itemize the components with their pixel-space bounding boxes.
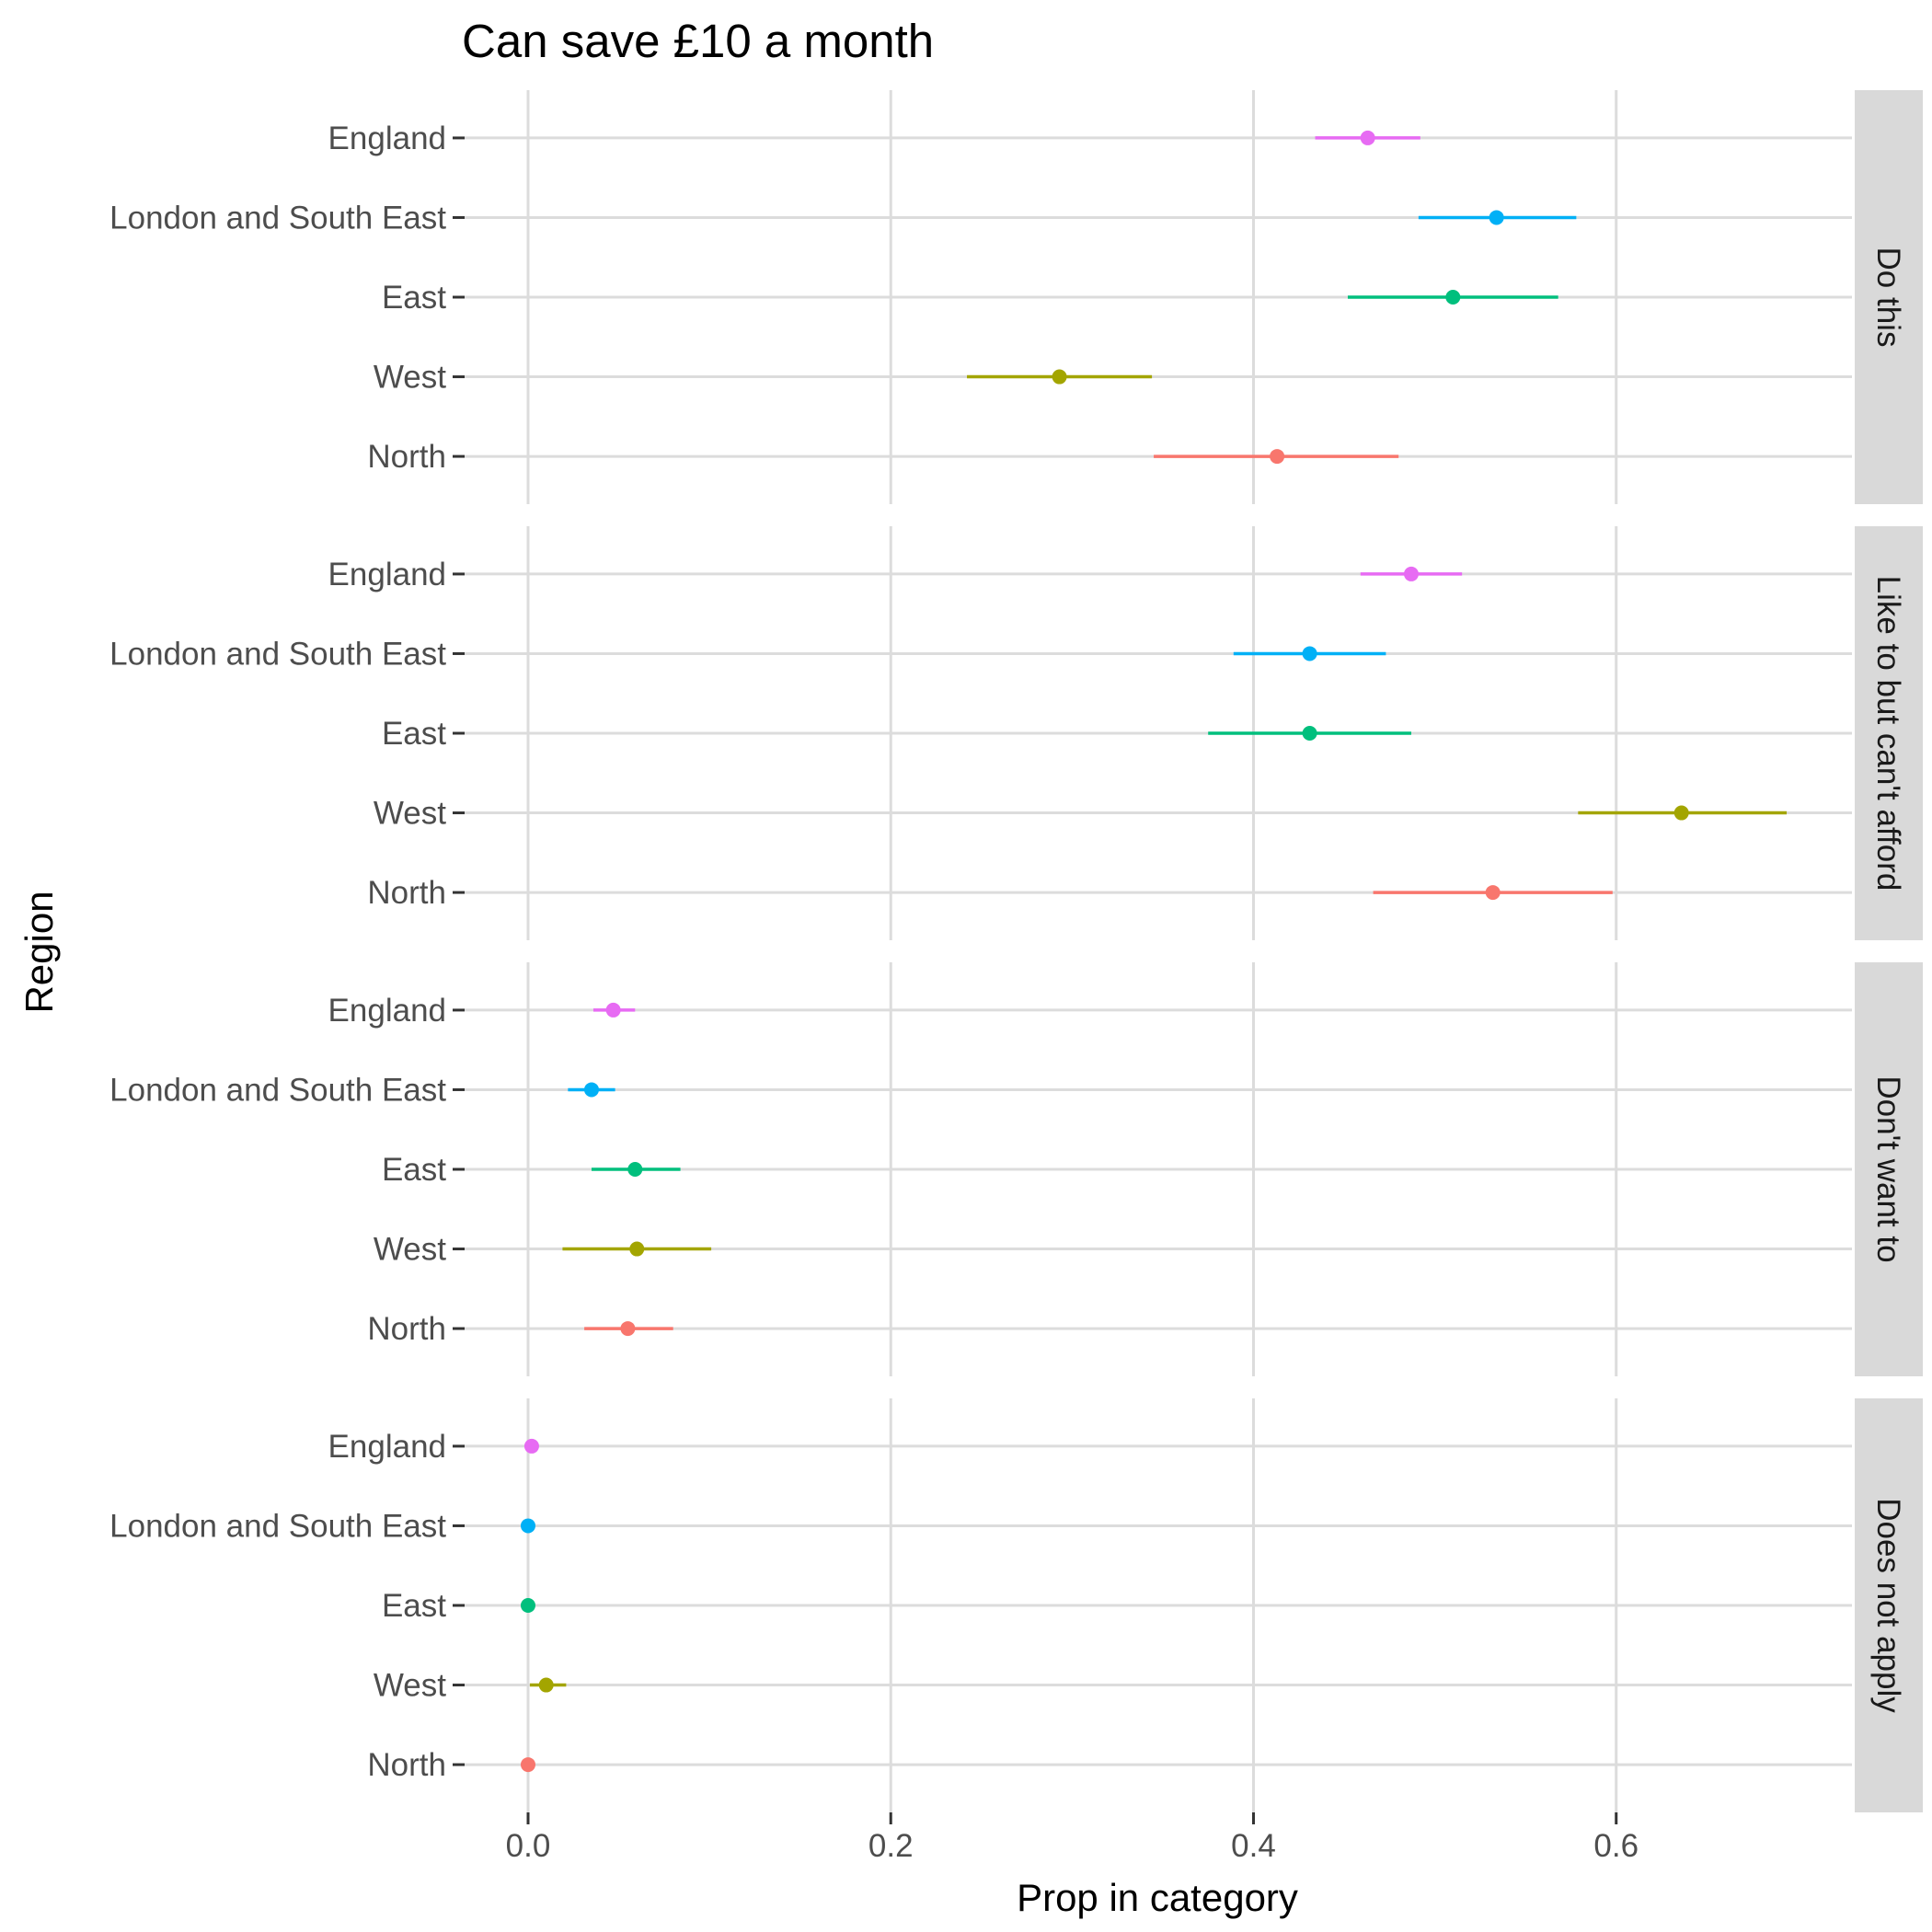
y-tick-label: London and South East: [109, 1072, 446, 1108]
y-tick-label: West: [374, 796, 446, 832]
data-point: [1360, 130, 1375, 145]
data-point: [620, 1321, 636, 1337]
data-point: [520, 1518, 535, 1534]
x-axis: 0.0 0.2 0.4 0.6: [506, 1812, 1639, 1864]
data-point: [1673, 805, 1689, 821]
data-point: [1445, 290, 1461, 305]
y-tick-label: England: [328, 557, 446, 592]
y-tick-label: East: [382, 1588, 446, 1624]
y-tick-label: East: [382, 716, 446, 752]
panel: England London and South East East West Nort…: [109, 962, 1923, 1376]
x-tick-label: 0.0: [506, 1828, 551, 1864]
chart-title: Can save £10 a month: [462, 15, 934, 67]
y-tick-label: West: [374, 1232, 446, 1268]
panels: England London and South East East West Nort…: [109, 90, 1923, 1812]
data-point: [1489, 210, 1504, 225]
data-point: [1302, 726, 1317, 741]
facet-strip: [1855, 1398, 1923, 1812]
y-tick-label: London and South East: [109, 200, 446, 236]
facet-strip-label: Do this: [1870, 247, 1906, 348]
data-point: [520, 1757, 535, 1773]
data-point: [520, 1598, 535, 1613]
x-tick-label: 0.2: [868, 1828, 914, 1864]
data-point: [1052, 369, 1067, 385]
panel: England London and South East East West Nort…: [109, 90, 1923, 504]
y-tick-label: West: [374, 360, 446, 396]
y-tick-label: London and South East: [109, 1508, 446, 1544]
y-axis-title: Region: [17, 891, 61, 1013]
y-tick-label: East: [382, 1152, 446, 1188]
data-point: [1403, 566, 1419, 581]
y-tick-label: England: [328, 121, 446, 156]
y-tick-label: North: [367, 1747, 446, 1783]
x-tick-label: 0.4: [1231, 1828, 1276, 1864]
x-axis-title: Prop in category: [1017, 1876, 1298, 1919]
data-point: [583, 1082, 599, 1098]
x-tick-label: 0.6: [1593, 1828, 1639, 1864]
y-tick-label: London and South East: [109, 636, 446, 672]
y-tick-label: East: [382, 280, 446, 316]
data-point: [1302, 646, 1317, 661]
data-point: [538, 1677, 554, 1693]
y-tick-label: North: [367, 1311, 446, 1347]
facet-strip-label: Don't want to: [1870, 1075, 1906, 1262]
facet-strip-label: Does not apply: [1870, 1498, 1906, 1713]
data-point: [605, 1002, 621, 1018]
data-point: [627, 1162, 643, 1177]
panel: England London and South East East West Nort…: [109, 526, 1923, 940]
facet-strip: [1855, 962, 1923, 1376]
facet-strip: [1855, 90, 1923, 504]
y-tick-label: North: [367, 875, 446, 911]
y-tick-label: England: [328, 1429, 446, 1465]
data-point: [523, 1438, 539, 1454]
facet-strip: [1855, 526, 1923, 940]
data-point: [1485, 885, 1501, 901]
y-tick-label: West: [374, 1668, 446, 1704]
data-point: [1270, 449, 1285, 465]
data-point: [629, 1241, 645, 1257]
facet-strip-label: Like to but can't afford: [1870, 576, 1906, 891]
y-tick-label: England: [328, 993, 446, 1029]
y-tick-label: North: [367, 439, 446, 475]
panel: England London and South East East West Nort…: [109, 1398, 1923, 1812]
